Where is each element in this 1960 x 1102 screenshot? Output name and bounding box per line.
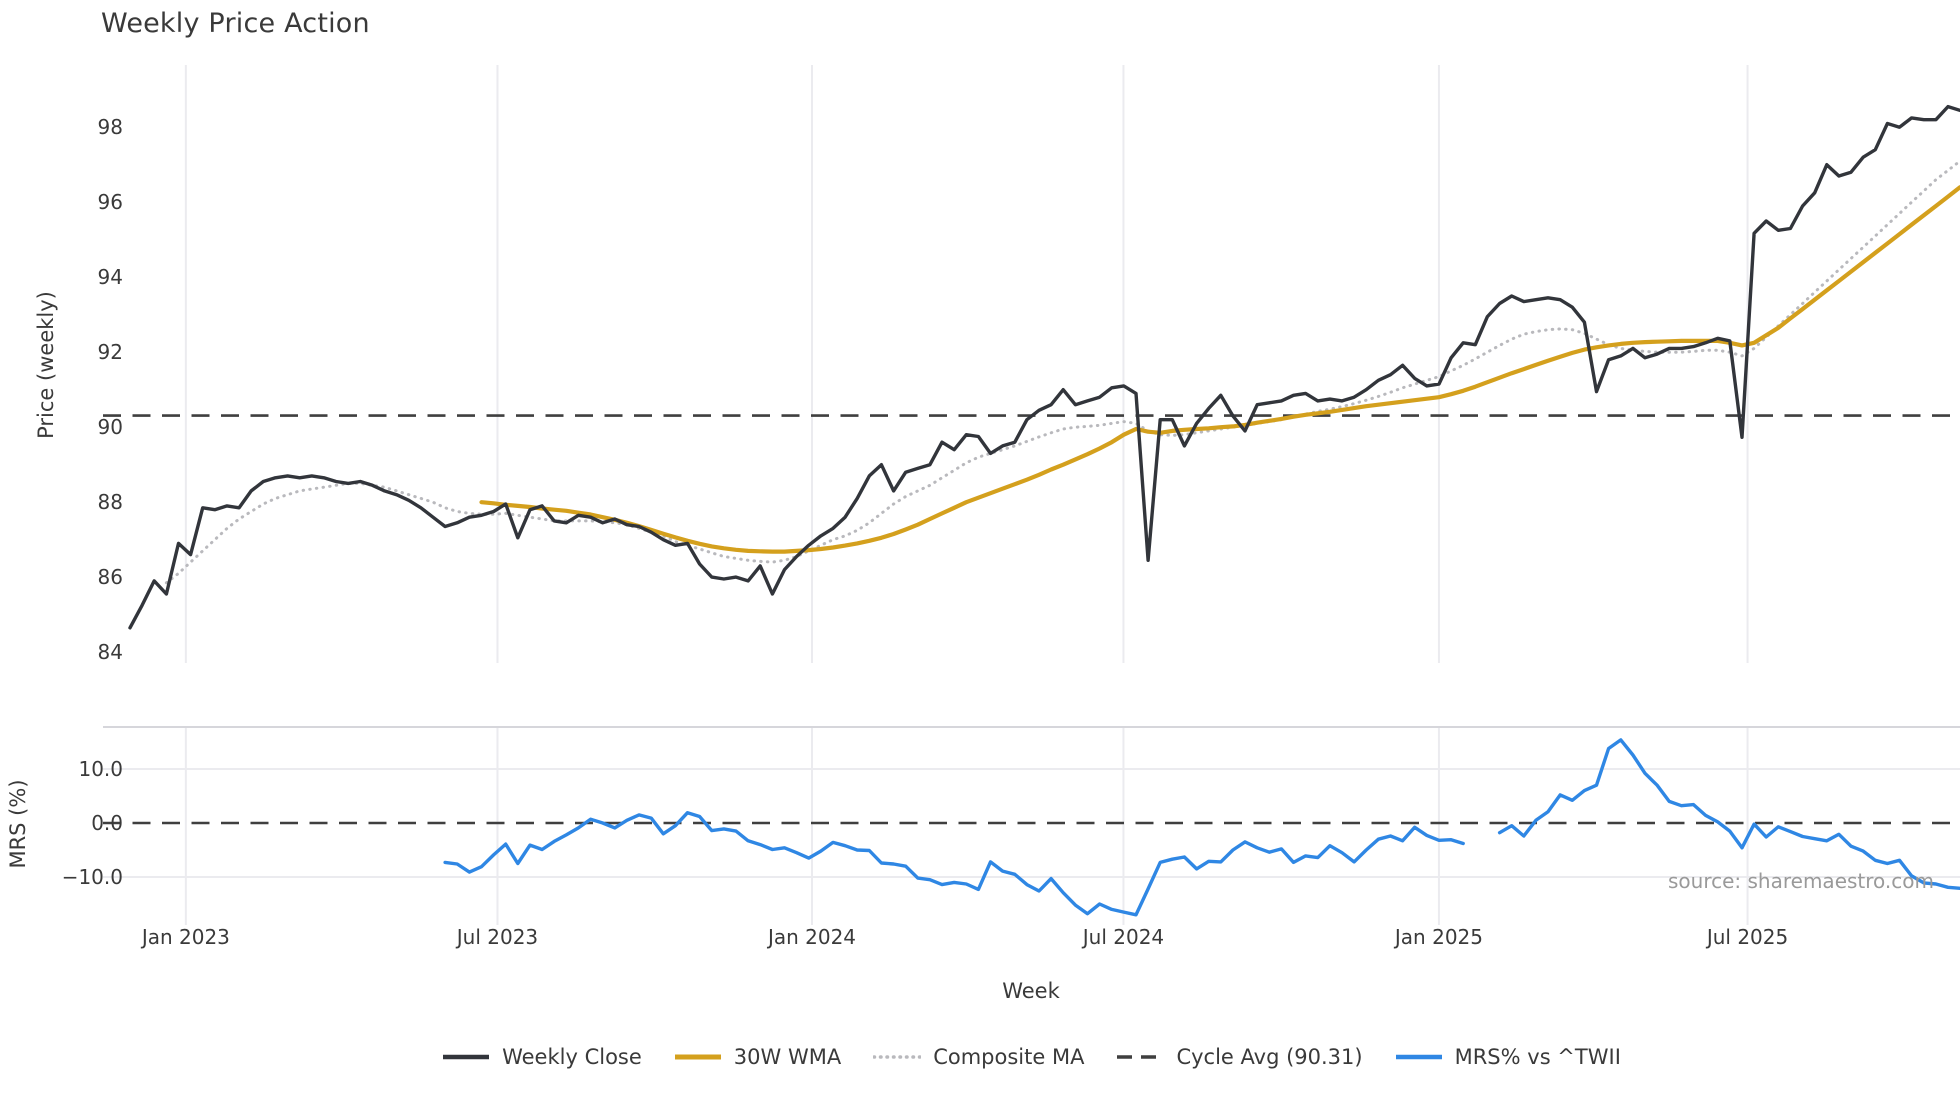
price-tick-92: 92 — [97, 340, 123, 365]
legend-swatch-icon — [443, 1054, 490, 1060]
legend-label: 30W WMA — [733, 1045, 842, 1069]
price-tick-98: 98 — [97, 115, 123, 140]
series-mrs-vs-twii — [443, 738, 1960, 917]
legend-item-cycle-avg-90-31-: Cycle Avg (90.31) — [1116, 1045, 1363, 1069]
series-30w-wma — [479, 185, 1960, 554]
mrs-tick-−10.0: −10.0 — [61, 864, 123, 889]
x-tick-jul-2023: Jul 2023 — [456, 925, 539, 949]
price-tick-96: 96 — [97, 190, 123, 215]
legend-item-mrs-vs-twii: MRS% vs ^TWII — [1395, 1045, 1621, 1069]
legend-label: Cycle Avg (90.31) — [1176, 1045, 1363, 1069]
price-tick-88: 88 — [97, 490, 123, 515]
x-tick-jan-2023: Jan 2023 — [141, 925, 230, 949]
legend-item-30w-wma: 30W WMA — [674, 1045, 841, 1069]
source-attribution: source: sharemaestro.com — [1668, 869, 1934, 893]
x-tick-jul-2024: Jul 2024 — [1082, 925, 1165, 949]
x-axis-label: Week — [1002, 979, 1060, 1003]
legend-swatch-icon — [873, 1055, 922, 1059]
legend-swatch-icon — [1117, 1055, 1164, 1059]
x-tick-jul-2025: Jul 2025 — [1706, 925, 1789, 949]
mrs-tick-10.0: 10.0 — [78, 757, 123, 781]
legend-label: Composite MA — [933, 1045, 1085, 1069]
legend-label: MRS% vs ^TWII — [1454, 1045, 1621, 1069]
mrs-tick-0.0: 0.0 — [91, 811, 123, 835]
chart-title: Weekly Price Action — [101, 8, 370, 39]
legend-label: Weekly Close — [502, 1045, 642, 1069]
chart-legend: Weekly Close 30W WMA Composite MA Cycle Avg… — [103, 1040, 1960, 1074]
price-tick-94: 94 — [97, 265, 123, 290]
legend-swatch-icon — [674, 1054, 721, 1060]
legend-item-weekly-close: Weekly Close — [442, 1045, 642, 1069]
price-tick-84: 84 — [97, 640, 123, 665]
price-tick-86: 86 — [97, 565, 123, 590]
x-tick-jan-2025: Jan 2025 — [1394, 925, 1483, 949]
x-tick-jan-2024: Jan 2024 — [767, 925, 857, 949]
price-tick-90: 90 — [97, 415, 123, 440]
legend-item-composite-ma: Composite MA — [873, 1045, 1084, 1069]
series-weekly-close — [128, 104, 1960, 630]
legend-swatch-icon — [1395, 1054, 1442, 1060]
